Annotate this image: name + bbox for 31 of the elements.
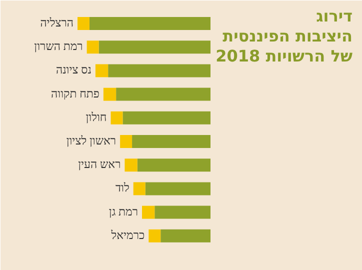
y-tick-label: הרצליה — [40, 16, 74, 30]
bar — [137, 158, 210, 172]
bar — [86, 40, 99, 54]
y-tick-label: חולון — [86, 110, 107, 124]
y-tick-label: כרמיאל — [110, 228, 146, 242]
bar — [148, 229, 161, 242]
bar — [142, 206, 155, 219]
bar — [103, 88, 116, 101]
bar — [116, 88, 210, 101]
bar — [133, 182, 146, 196]
bar — [120, 135, 132, 148]
bar — [78, 17, 90, 30]
bar — [145, 182, 210, 196]
bar — [108, 64, 210, 78]
bar — [95, 64, 108, 78]
bar — [89, 17, 210, 30]
y-tick-label: פתח תקווה — [51, 88, 100, 100]
text: דירוג היציבות הפיננסית של הרשויות 2018 — [216, 6, 353, 66]
bar — [132, 135, 210, 148]
bar — [124, 158, 138, 172]
y-tick-label: נס ציונה — [56, 64, 92, 77]
bar — [160, 229, 210, 242]
bar — [154, 206, 210, 219]
y-tick-label: רמת השרון — [34, 41, 83, 54]
bar — [122, 111, 210, 124]
bar — [110, 111, 123, 124]
bar — [98, 40, 210, 54]
y-tick-label: ראש העין — [78, 159, 121, 172]
y-tick-label: ראשון לציון — [66, 134, 116, 148]
y-tick-label: רמת גן — [108, 206, 138, 218]
y-tick-label: לוד — [116, 182, 130, 195]
